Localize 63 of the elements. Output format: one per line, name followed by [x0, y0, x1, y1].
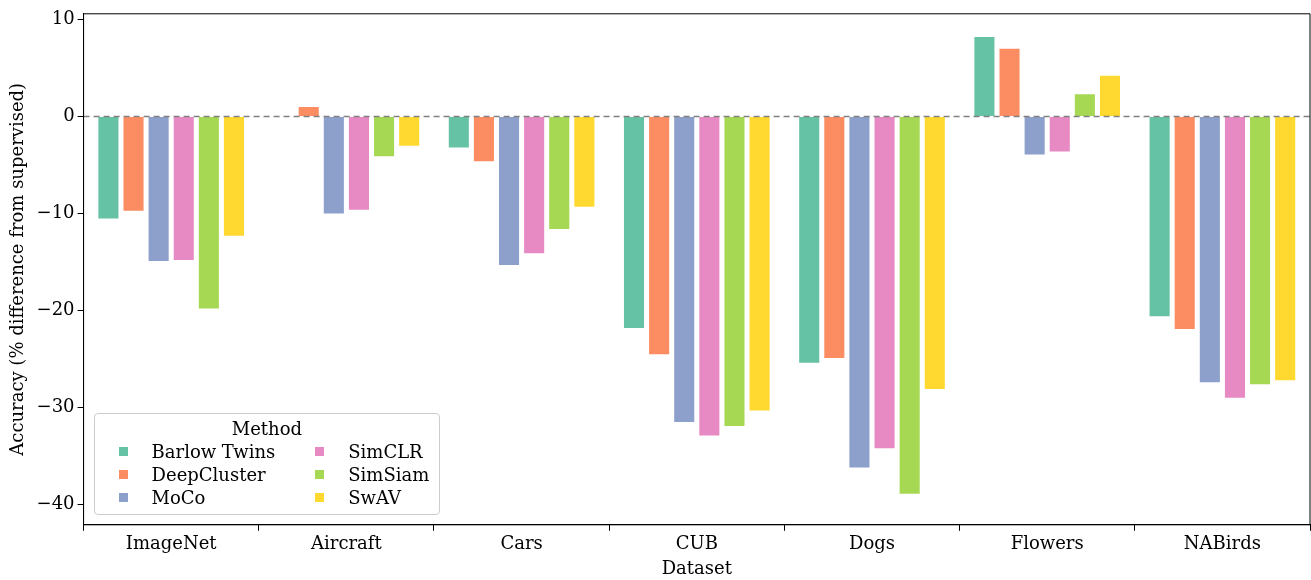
bar [924, 117, 945, 390]
bar [623, 117, 645, 328]
y-axis-title: Accuracy (% difference from supervised) [6, 82, 28, 457]
bar [98, 117, 119, 219]
x-tick-label: NABirds [1183, 532, 1261, 554]
legend-label: SimCLR [348, 440, 423, 462]
x-tick-label: ImageNet [125, 532, 218, 554]
bar [173, 117, 194, 261]
bar [874, 117, 895, 449]
x-tick-label: Cars [500, 532, 543, 554]
bar [1174, 117, 1195, 329]
bar [699, 117, 720, 436]
x-tick-label: Aircraft [310, 532, 383, 554]
bar [1199, 117, 1220, 383]
y-tick-label: 0 [63, 104, 75, 126]
bar [448, 117, 469, 148]
bar [574, 117, 595, 207]
bar [999, 48, 1020, 117]
bar [1250, 117, 1271, 385]
bar [649, 117, 670, 355]
legend-label: SimSiam [348, 463, 430, 485]
bar [374, 117, 395, 157]
bar [399, 117, 420, 146]
bar [549, 117, 570, 230]
bar [749, 117, 770, 411]
y-tick-label: 10 [51, 7, 75, 29]
bar [298, 106, 319, 117]
legend-label: SwAV [348, 486, 402, 508]
x-tick-label: Flowers [1010, 532, 1084, 554]
bar [1099, 75, 1121, 117]
bar [323, 117, 344, 214]
x-tick-label: CUB [675, 532, 718, 554]
bar [1049, 117, 1070, 152]
y-tick-label: −10 [36, 201, 75, 223]
bar [1024, 117, 1045, 155]
x-tick-label: Dogs [848, 532, 896, 554]
bar [849, 117, 870, 468]
bar [123, 117, 144, 211]
bar [1149, 117, 1170, 317]
bar [524, 117, 545, 254]
bar [799, 117, 820, 363]
bar [498, 117, 520, 265]
bar [148, 117, 169, 262]
bar [1074, 94, 1095, 117]
y-tick-label: −20 [36, 298, 75, 320]
bar [674, 117, 695, 423]
y-tick-label: −30 [36, 395, 75, 417]
bar [1224, 117, 1245, 398]
bar [974, 37, 995, 117]
bar [198, 117, 219, 309]
x-axis-title: Dataset [661, 556, 733, 578]
bar [223, 117, 245, 236]
bar [348, 117, 369, 210]
legend-title: Method [230, 417, 304, 439]
y-tick-label: −40 [36, 492, 75, 514]
legend-label: MoCo [151, 486, 206, 508]
bar [1275, 117, 1296, 381]
bar [824, 117, 845, 359]
legend-label: Barlow Twins [151, 440, 276, 462]
bar [899, 117, 920, 494]
legend-label: DeepCluster [151, 463, 266, 485]
bar [473, 117, 494, 162]
bar [724, 117, 745, 426]
